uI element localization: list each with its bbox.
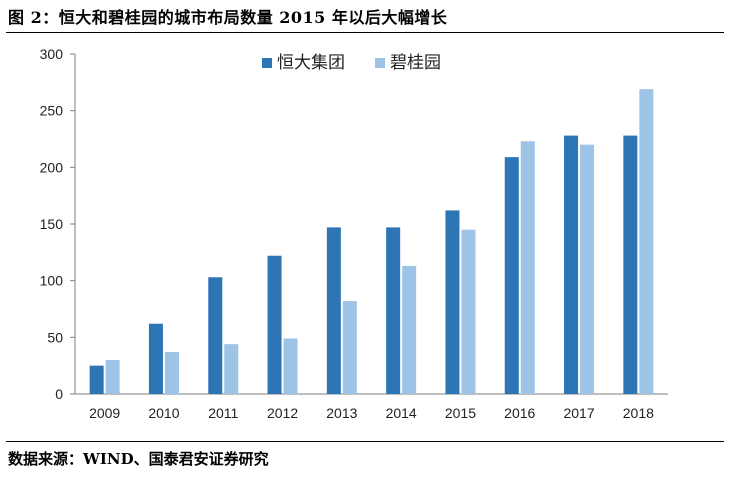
legend-label-2: 碧桂园 <box>390 53 441 73</box>
bar-series1-2011 <box>208 277 223 394</box>
source-rule <box>6 441 724 442</box>
title-rule <box>6 32 724 33</box>
x-tick-label: 2017 <box>563 405 594 421</box>
bar-series1-2013 <box>326 227 341 394</box>
y-tick-label: 50 <box>47 329 63 345</box>
x-tick-label: 2009 <box>89 405 120 421</box>
legend-label-1: 恒大集团 <box>277 53 345 73</box>
x-tick-label: 2013 <box>326 405 357 421</box>
bar-series1-2014 <box>386 227 401 394</box>
legend-swatch-2 <box>375 58 385 68</box>
bar-series2-2013 <box>342 301 357 394</box>
bar-series2-2014 <box>402 265 417 394</box>
x-tick-label: 2016 <box>504 405 535 421</box>
figure-title: 图 2：恒大和碧桂园的城市布局数量 2015 年以后大幅增长 <box>8 8 448 27</box>
bar-series1-2017 <box>564 135 579 394</box>
legend-swatch-1 <box>262 58 272 68</box>
bar-series1-2009 <box>89 365 104 394</box>
bar-series2-2012 <box>283 338 298 394</box>
y-tick-label: 100 <box>40 273 64 289</box>
bar-series2-2016 <box>520 141 535 394</box>
x-tick-label: 2018 <box>623 405 654 421</box>
bar-series2-2015 <box>461 229 476 394</box>
y-tick-label: 300 <box>40 46 64 62</box>
bar-series2-2011 <box>224 344 239 394</box>
chart-axes: 0 50 100 150 200 250 300 2009 2010 2011 2012 2013 20… <box>40 46 668 421</box>
bar-series2-2009 <box>105 360 120 394</box>
bar-series1-2010 <box>148 323 163 394</box>
bar-series1-2015 <box>445 210 460 394</box>
bar-series1-2012 <box>267 255 282 394</box>
chart-legend: 恒大集团 碧桂园 <box>262 53 441 73</box>
bar-series1-2018 <box>623 135 638 394</box>
x-tick-label: 2010 <box>148 405 179 421</box>
x-tick-label: 2014 <box>386 405 417 421</box>
x-tick-label: 2011 <box>208 405 238 421</box>
bar-series2-2018 <box>639 89 654 394</box>
x-tick-label: 2015 <box>445 405 476 421</box>
x-tick-label: 2012 <box>267 405 298 421</box>
bar-series2-2017 <box>580 144 595 394</box>
y-tick-label: 250 <box>40 103 64 119</box>
y-tick-label: 150 <box>40 216 64 232</box>
source-note: 数据来源：WIND、国泰君安证券研究 <box>8 450 269 468</box>
y-tick-label: 0 <box>55 386 63 402</box>
bar-series1-2016 <box>504 157 519 394</box>
chart-bars <box>89 89 654 394</box>
y-tick-label: 200 <box>40 159 64 175</box>
bar-series2-2010 <box>164 352 179 394</box>
